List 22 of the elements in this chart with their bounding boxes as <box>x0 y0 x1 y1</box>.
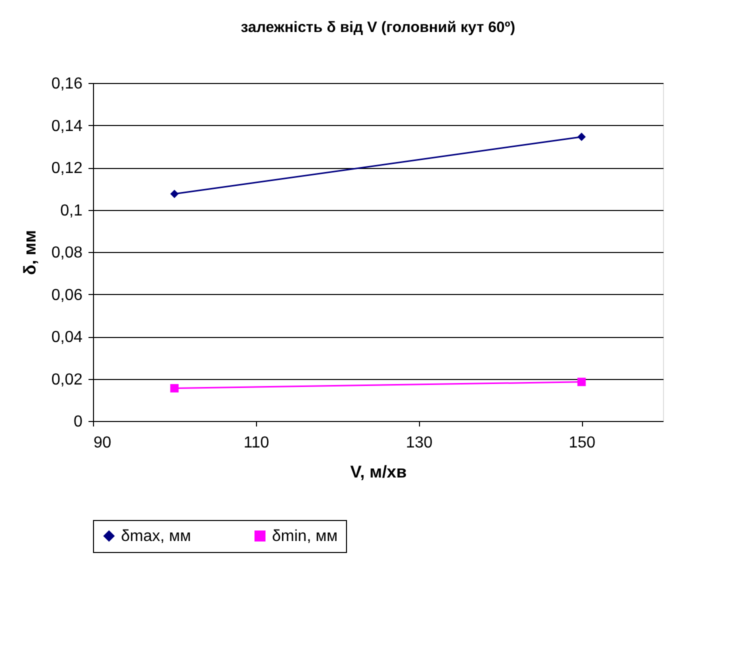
x-axis-title: V, м/хв <box>350 462 407 482</box>
y-tick-label: 0,02 <box>51 371 83 388</box>
x-tick-label: 90 <box>94 434 112 452</box>
y-tick-label: 0,1 <box>60 202 83 220</box>
y-axis-title: δ, мм <box>20 230 40 275</box>
y-tick-label: 0,08 <box>51 244 83 262</box>
point <box>577 132 586 142</box>
chart-title: залежність δ від V (головний кут 60º) <box>240 19 516 36</box>
x-tick-label: 110 <box>244 434 270 452</box>
legend-label: δmax, мм <box>121 528 192 545</box>
y-tick-label: 0,12 <box>51 160 83 177</box>
legend-label: δmin, мм <box>272 528 338 545</box>
y-tick-label: 0 <box>74 414 83 430</box>
y-tick-label: 0,16 <box>51 76 83 92</box>
y-tick-label: 0,04 <box>51 329 83 346</box>
x-tick-label: 130 <box>406 434 433 452</box>
point <box>577 378 586 386</box>
y-tick-label: 0,14 <box>51 118 83 135</box>
point <box>170 384 179 392</box>
point <box>170 190 179 198</box>
x-tick-label: 150 <box>568 434 596 452</box>
y-tick-label: 0,06 <box>51 286 83 304</box>
